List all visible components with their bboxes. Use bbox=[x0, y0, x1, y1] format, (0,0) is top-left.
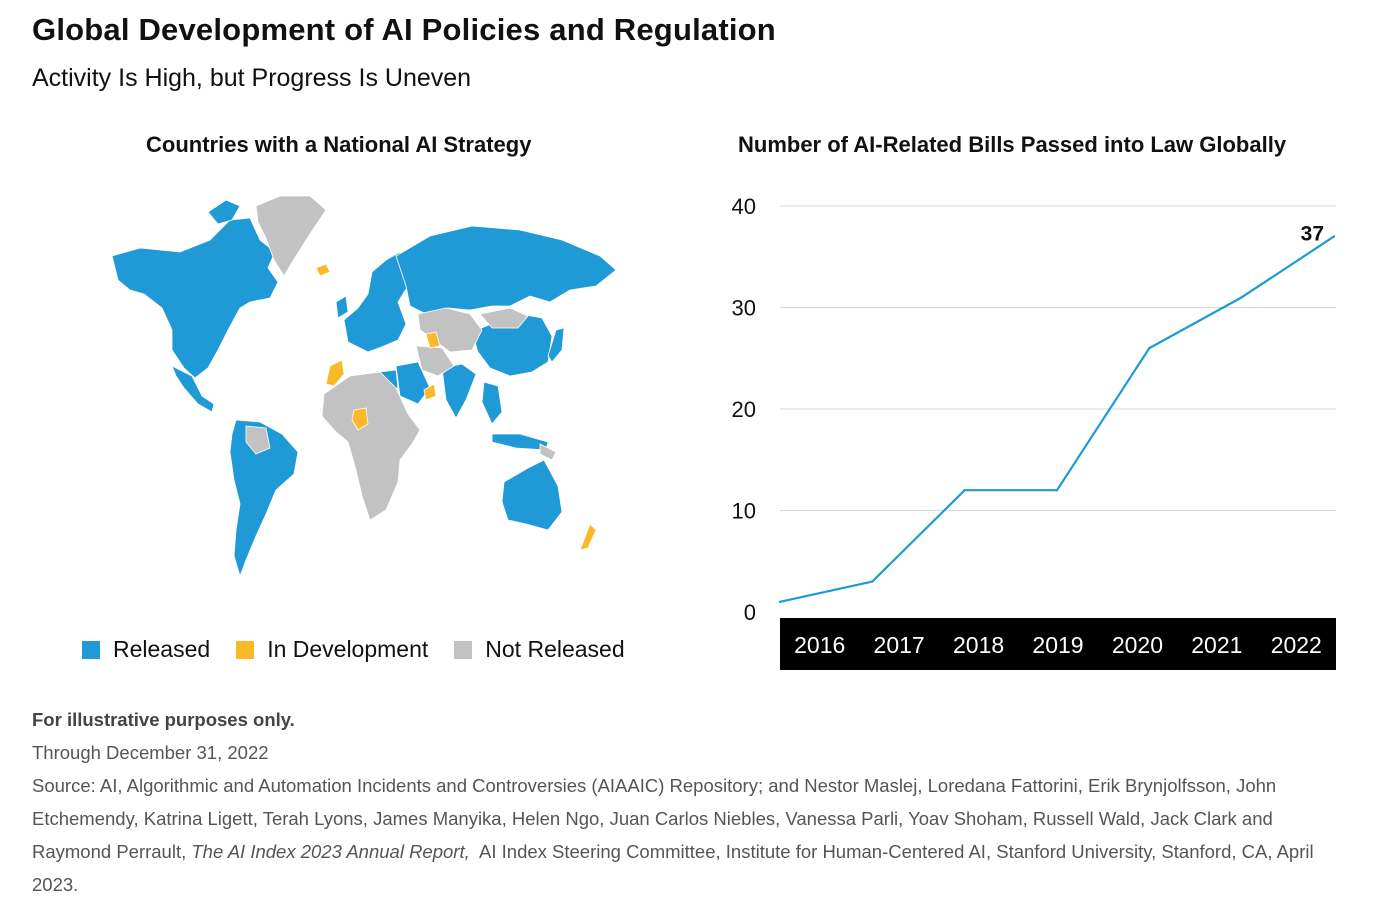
x-tick-label-2020: 2020 bbox=[1112, 632, 1163, 658]
world-map bbox=[111, 195, 617, 578]
map-oman bbox=[423, 383, 437, 401]
x-tick-label-2022: 2022 bbox=[1271, 632, 1322, 658]
map-africa bbox=[321, 371, 421, 521]
map-mongolia bbox=[479, 307, 529, 329]
map-south-america-grey bbox=[245, 425, 271, 455]
map-new-zealand bbox=[579, 523, 597, 551]
map-indonesia bbox=[491, 433, 549, 451]
map-saudi bbox=[395, 361, 431, 405]
y-tick-label-10: 10 bbox=[732, 499, 756, 524]
map-uk bbox=[335, 295, 349, 319]
map-legend: Released In Development Not Released bbox=[82, 636, 651, 663]
map-mexico bbox=[171, 365, 215, 413]
legend-label-released: Released bbox=[113, 636, 211, 662]
data-point-2016 bbox=[778, 600, 782, 604]
data-point-2021 bbox=[1240, 296, 1243, 299]
data-label-2022: 37 bbox=[1301, 222, 1324, 245]
map-title: Countries with a National AI Strategy bbox=[146, 132, 532, 157]
y-tick-label-0: 0 bbox=[744, 600, 756, 625]
map-morocco bbox=[325, 359, 345, 387]
data-point-2019 bbox=[1055, 489, 1059, 492]
x-axis-band bbox=[780, 618, 1336, 670]
legend-label-not-released: Not Released bbox=[485, 636, 625, 662]
map-australia bbox=[501, 459, 563, 531]
legend-label-in-development: In Development bbox=[267, 636, 429, 662]
map-region-released-group bbox=[111, 199, 617, 578]
map-japan bbox=[547, 327, 565, 363]
source-report-title: The AI Index 2023 Annual Report, bbox=[191, 841, 470, 862]
y-tick-label-30: 30 bbox=[732, 296, 756, 321]
map-region-in-development-group bbox=[315, 263, 597, 551]
x-tick-label-2018: 2018 bbox=[953, 632, 1004, 658]
source-text: Source: AI, Algorithmic and Automation I… bbox=[32, 775, 1277, 862]
map-north-america bbox=[111, 217, 279, 379]
note-through: Through December 31, 2022 bbox=[32, 742, 269, 763]
map-nigeria bbox=[351, 407, 369, 431]
line-chart: 0 10 20 30 40 2016 2017 2018 2019 2020 2021 2022 37 bbox=[732, 194, 1336, 670]
data-point-2017 bbox=[871, 580, 874, 583]
page-title: Global Development of AI Policies and Re… bbox=[32, 12, 776, 47]
y-tick-label-40: 40 bbox=[732, 194, 756, 219]
legend-item-not-released: Not Released bbox=[454, 636, 625, 663]
legend-swatch-released bbox=[82, 640, 100, 659]
y-tick-label-20: 20 bbox=[732, 397, 756, 422]
data-point-2022 bbox=[1332, 235, 1336, 238]
data-point-2020 bbox=[1148, 346, 1151, 350]
note-illustrative: For illustrative purposes only. bbox=[32, 709, 295, 730]
x-tick-label-2017: 2017 bbox=[874, 632, 925, 658]
map-india bbox=[441, 363, 477, 419]
x-tick-label-2019: 2019 bbox=[1032, 632, 1083, 658]
map-south-america bbox=[229, 419, 299, 578]
map-middle-east bbox=[415, 345, 455, 377]
map-russia bbox=[395, 225, 617, 315]
map-central-asia bbox=[417, 307, 483, 353]
x-tick-label-2021: 2021 bbox=[1191, 632, 1242, 658]
notes: For illustrative purposes only. Through … bbox=[32, 703, 1352, 901]
map-region-not-released-group bbox=[245, 195, 557, 521]
map-pacific-islands bbox=[539, 443, 557, 461]
page-subtitle: Activity Is High, but Progress Is Uneven bbox=[32, 64, 472, 92]
x-tick-label-2016: 2016 bbox=[794, 632, 845, 658]
note-source: Source: AI, Algorithmic and Automation I… bbox=[32, 769, 1352, 901]
map-iceland bbox=[315, 263, 331, 277]
legend-swatch-in-development bbox=[236, 640, 255, 659]
series-line bbox=[779, 235, 1335, 603]
map-arctic-islands bbox=[207, 199, 241, 225]
map-greenland bbox=[255, 195, 327, 277]
map-caucasus bbox=[425, 331, 441, 349]
map-se-asia bbox=[481, 381, 503, 425]
chart-title: Number of AI-Related Bills Passed into L… bbox=[738, 132, 1287, 157]
legend-swatch-not-released bbox=[454, 640, 473, 659]
data-point-2018 bbox=[963, 489, 966, 492]
legend-item-released: Released bbox=[82, 636, 210, 663]
legend-item-in-development: In Development bbox=[236, 636, 428, 663]
